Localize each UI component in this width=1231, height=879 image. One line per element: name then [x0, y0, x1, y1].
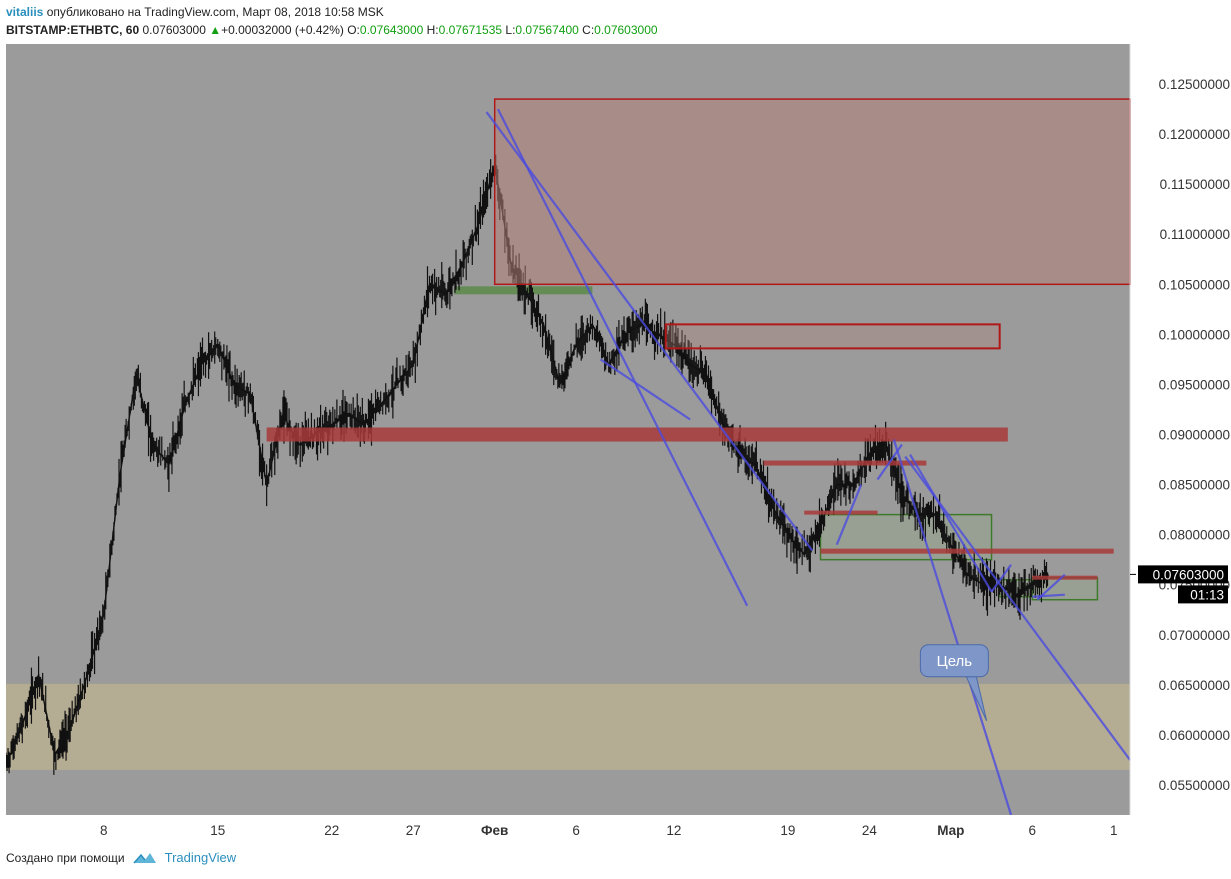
chart-area[interactable]: Цель 0.12500000 0.12000000 0.11500000 0.1100…: [5, 44, 1231, 843]
x-tick-label: 24: [862, 823, 878, 838]
y-tick-label: 0.07000000: [1159, 628, 1230, 643]
up-arrow-icon: ▲: [209, 23, 222, 37]
y-tick-label: 0.12500000: [1159, 77, 1230, 92]
publish-info: опубликовано на TradingView.com, Март 08…: [46, 5, 384, 19]
trend-line-3: [892, 439, 1013, 816]
last-price-tag: [1138, 565, 1228, 584]
price-line: [5, 164, 1049, 766]
last-price: 0.07603000: [142, 23, 206, 37]
trend-line-8: [835, 484, 863, 546]
trend-line-5: [909, 453, 993, 593]
y-tick-label: 0.11000000: [1160, 227, 1230, 242]
trend-line-2: [599, 358, 691, 421]
open-label: O:: [347, 23, 360, 37]
price-series: [5, 154, 1049, 775]
annotation-text: Цель: [937, 653, 973, 670]
y-tick-label: 0.08000000: [1159, 528, 1230, 543]
close-label: C:: [582, 23, 595, 37]
y-tick-label: 0.09000000: [1159, 428, 1230, 443]
trend-line-9: [876, 443, 903, 481]
y-tick-label: 0.06000000: [1159, 728, 1230, 743]
y-tick-label: 0.09500000: [1159, 377, 1230, 392]
supply-zone-3: [763, 460, 927, 466]
y-tick-label: 0.06500000: [1159, 678, 1230, 693]
y-tick-label: 0.08500000: [1159, 478, 1230, 493]
trend-line-0: [485, 111, 814, 552]
supply-zone-2: [266, 427, 1008, 442]
low-value: 0.07567400: [515, 23, 579, 37]
x-tick-label: 12: [666, 823, 681, 838]
tradingview-link[interactable]: TradingView: [164, 850, 237, 865]
y-tick-label: 0.10000000: [1159, 327, 1230, 342]
tradingview-logo-icon: [133, 852, 156, 863]
x-tick-label: 6: [1029, 823, 1037, 838]
symbol-label: BITSTAMP:ETHBTC, 60: [6, 23, 140, 37]
demand-zone-4: [6, 683, 1130, 770]
trend-line-6: [990, 564, 1012, 593]
supply-zone-6: [1032, 575, 1098, 580]
high-value: 0.07671535: [438, 23, 503, 37]
close-value: 0.07603000: [594, 23, 658, 37]
price-chart[interactable]: Цель 0.12500000 0.12000000 0.11500000 0.1100…: [5, 44, 1231, 843]
open-value: 0.07643000: [359, 23, 424, 37]
x-tick-label: Мар: [937, 823, 964, 838]
low-label: L:: [505, 23, 516, 37]
time-axis: 8 15 22 27 Фев 6 12 19 24 Мар 6 1: [6, 815, 1130, 843]
author-link[interactable]: vitaliis: [6, 5, 44, 19]
y-tick-label: 0.05500000: [1159, 778, 1230, 793]
y-tick-label: 0.10500000: [1159, 277, 1230, 292]
x-tick-label: 8: [100, 823, 108, 838]
supply-zone-4: [804, 510, 878, 515]
x-tick-label: 6: [572, 823, 580, 838]
y-tick-label: 0.11500000: [1160, 177, 1230, 192]
y-tick-label: 0.12000000: [1159, 127, 1230, 142]
high-label: H:: [426, 23, 439, 37]
x-tick-label: 22: [324, 823, 339, 838]
supply-zone-1: [664, 323, 1001, 350]
footer: Создано при помощи TradingView: [6, 850, 236, 865]
price-change: +0.00032000 (+0.42%): [221, 23, 344, 37]
ohlc-legend: BITSTAMP:ETHBTC, 60 0.07603000 ▲+0.00032…: [6, 22, 658, 38]
created-with-label: Создано при помощи: [6, 850, 125, 865]
time-axis-background: [6, 815, 1130, 843]
x-tick-label: 19: [780, 823, 795, 838]
annotation-bubble: [919, 644, 989, 678]
publish-header: vitaliis опубликовано на TradingView.com…: [6, 4, 384, 20]
trend-line-1: [496, 108, 749, 607]
supply-zone-0: [493, 98, 1131, 286]
x-tick-label: 1: [1110, 823, 1118, 838]
price-axis: 0.12500000 0.12000000 0.11500000 0.11000000…: [1129, 44, 1230, 815]
countdown-label: 01:13: [1190, 587, 1224, 602]
trend-line-10: [1032, 593, 1065, 598]
trend-line-4: [904, 455, 1131, 761]
countdown-tag: [1178, 585, 1228, 604]
last-price-label: 0.07603000: [1153, 567, 1224, 582]
x-tick-label: Фев: [481, 823, 508, 838]
x-tick-label: 15: [210, 823, 225, 838]
x-tick-label: 27: [406, 823, 421, 838]
